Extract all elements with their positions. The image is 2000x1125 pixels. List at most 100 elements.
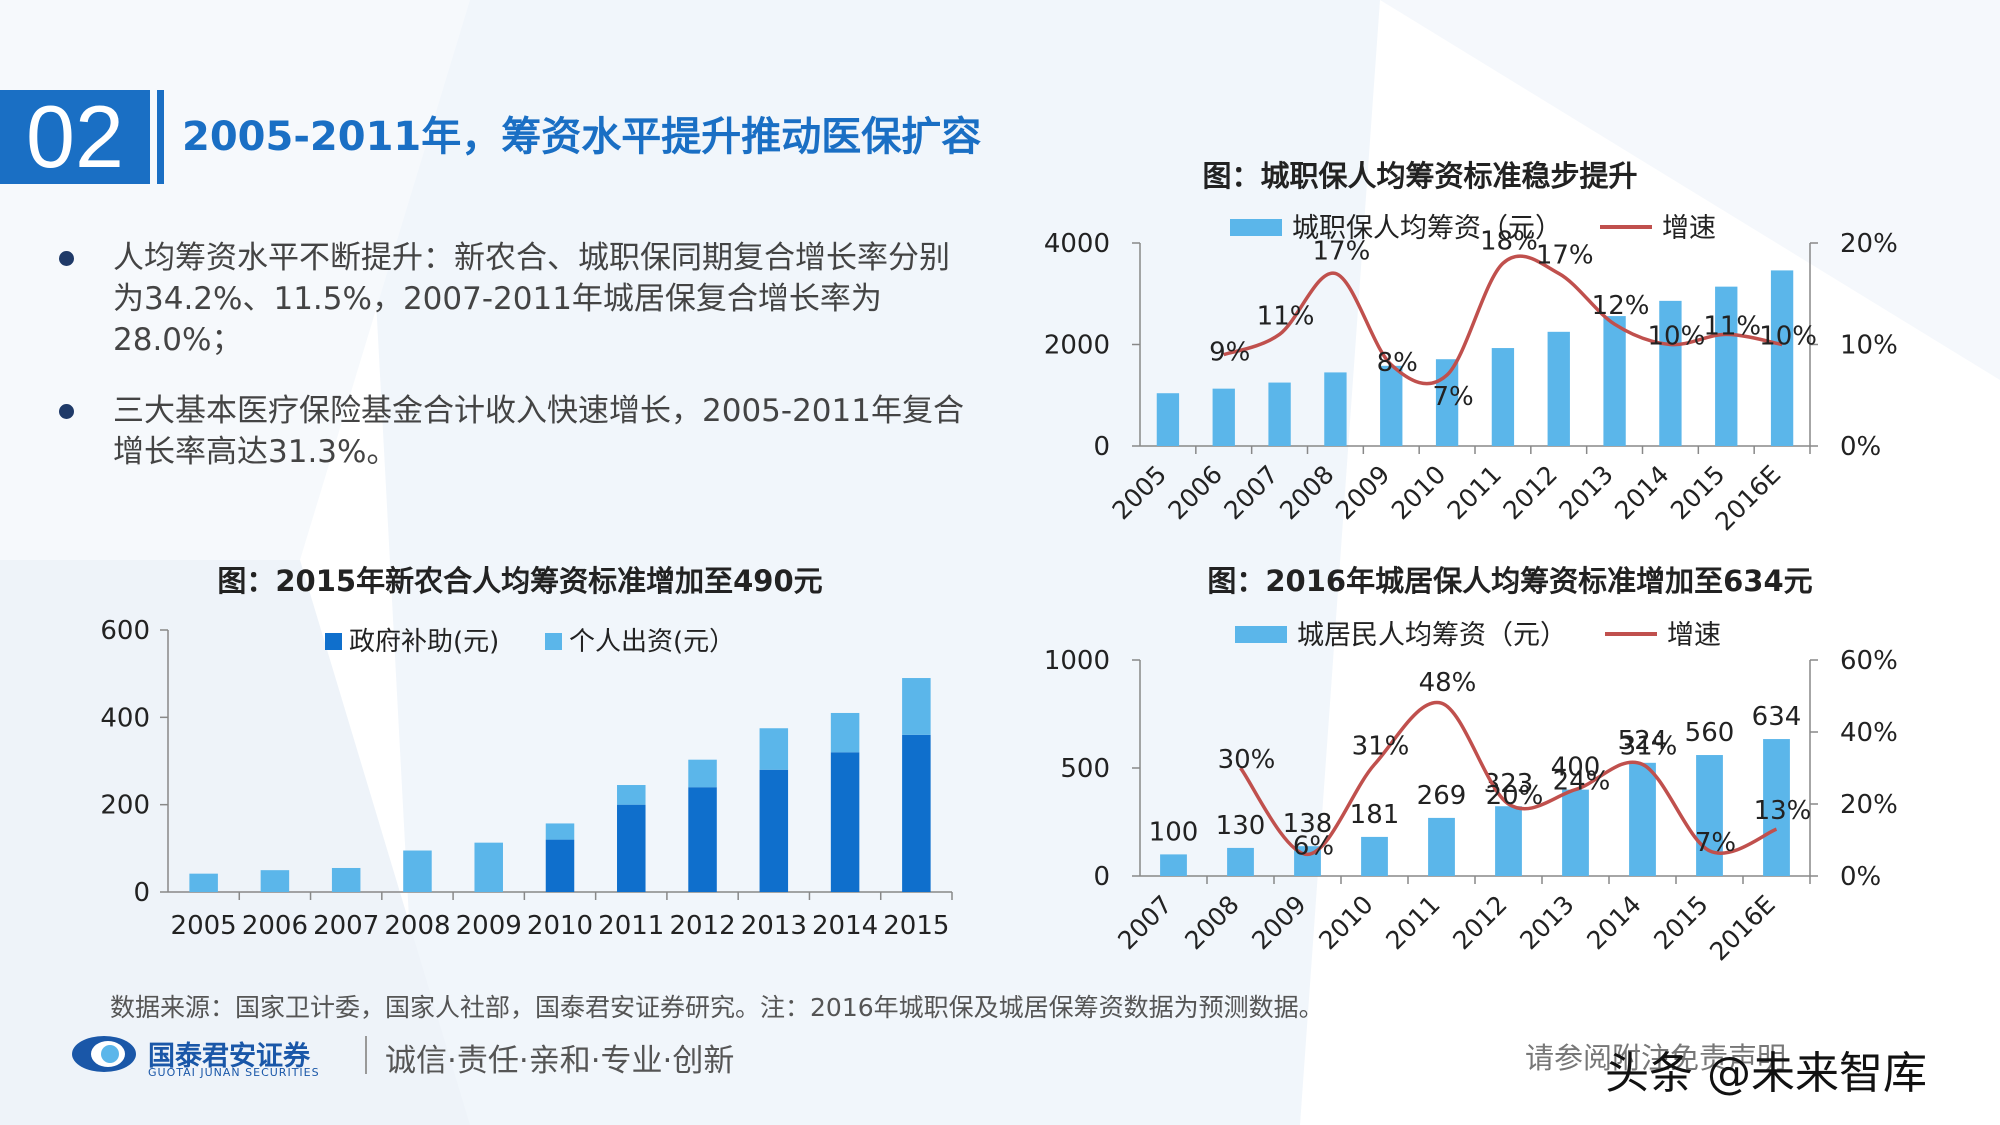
footer-divider (365, 1036, 367, 1074)
bar-funding (1491, 348, 1515, 446)
y-tick-label: 1000 (1044, 646, 1110, 676)
bar-data-label: 130 (1216, 811, 1266, 841)
line-data-label: 30% (1218, 745, 1276, 775)
x-tick-label: 2010 (1386, 460, 1451, 525)
bar-funding (1770, 270, 1794, 446)
chart-title-uebmi: 图：城职保人均筹资标准稳步提升 (1202, 159, 1638, 193)
x-tick-label: 2014 (1609, 460, 1674, 525)
bar-data-label: 524 (1618, 726, 1668, 756)
bar-personal-contribution (759, 728, 789, 770)
data-source-note: 数据来源：国家卫计委，国家人社部，国泰君安证券研究。注：2016年城职保及城居保… (110, 993, 1324, 1022)
bar-funding (1495, 806, 1522, 876)
bullet-list: 人均筹资水平不断提升：新农合、城职保同期复合增长率分别为34.2%、11.5%，… (55, 238, 965, 503)
x-tick-label: 2011 (598, 911, 664, 941)
disclaimer-note: 请参阅附注免责声明 (1525, 1041, 1787, 1075)
x-tick-label: 2013 (741, 911, 807, 941)
y-tick-label: 0 (1093, 432, 1110, 462)
line-data-label: 11% (1703, 311, 1761, 341)
y2-tick-label: 10% (1840, 331, 1898, 361)
y2-tick-label: 0% (1840, 862, 1881, 892)
watermark: 头条 @未来智库 (1605, 1048, 1927, 1099)
bullet-item: 三大基本医疗保险基金合计收入快速增长，2005-2011年复合增长率高达31.3… (55, 391, 965, 473)
x-tick-label: 2009 (1330, 460, 1395, 525)
x-tick-label: 2007 (1218, 460, 1283, 525)
y-tick-label: 400 (100, 703, 150, 733)
bar-government-subsidy (759, 769, 789, 892)
bar-funding (1227, 847, 1254, 876)
x-tick-label: 2008 (384, 911, 450, 941)
x-tick-label: 2008 (1274, 460, 1339, 525)
bar-funding (1380, 365, 1403, 446)
x-tick-label: 2006 (242, 911, 308, 941)
x-tick-label: 2008 (1179, 890, 1244, 955)
x-tick-label: 2007 (1112, 890, 1177, 955)
bar-personal-contribution (545, 823, 575, 840)
x-tick-label: 2005 (1107, 460, 1172, 525)
bar-funding (1629, 762, 1656, 876)
bar-government-subsidy (617, 804, 646, 892)
bar-data-label: 560 (1685, 718, 1735, 748)
y-tick-label: 500 (1060, 754, 1110, 784)
x-tick-label: 2009 (1246, 890, 1311, 955)
line-data-label: 20% (1486, 781, 1544, 811)
bar-funding (1763, 739, 1790, 876)
x-tick-label: 2014 (1581, 890, 1646, 955)
y2-tick-label: 40% (1840, 718, 1898, 748)
x-tick-label: 2013 (1514, 890, 1579, 955)
bar-personal-contribution (403, 850, 432, 892)
chart-title-urbmi: 图：2016年城居保人均筹资标准增加至634元 (1207, 564, 1813, 598)
bar-data-label: 100 (1149, 817, 1199, 847)
chart-urbmi: 0 500 1000 0% 20% 40% 60% 100 2007 130 2008 138 2009… (1044, 620, 1898, 967)
growth-rate-line (1223, 254, 1783, 386)
legend-label-funding: 城居民人均筹资（元） (1297, 620, 1567, 651)
bar-government-subsidy (902, 734, 931, 892)
bar-funding (1562, 789, 1589, 876)
y-tick-label: 0 (1093, 862, 1110, 892)
x-tick-label: 2011 (1380, 890, 1445, 955)
y-tick-label: 4000 (1044, 229, 1110, 259)
bar-data-label: 181 (1350, 800, 1400, 830)
line-data-label: 7% (1695, 828, 1736, 858)
line-data-label: 8% (1377, 348, 1418, 378)
line-data-label: 6% (1293, 831, 1334, 861)
x-tick-label: 2006 (1162, 460, 1227, 525)
page-title: 2005-2011年，筹资水平提升推动医保扩容 (182, 114, 982, 160)
x-tick-label: 2010 (1313, 890, 1378, 955)
line-data-label: 17% (1313, 236, 1371, 266)
chart-uebmi: 0200040000%10%20%20052006200720082009201… (1044, 213, 1898, 536)
line-data-label: 12% (1592, 291, 1650, 321)
x-tick-label: 2016E (1704, 890, 1781, 967)
y-tick-label: 0 (133, 878, 150, 908)
bar-funding (1324, 372, 1347, 446)
legend-label-personal: 个人出资(元） (569, 627, 735, 657)
bullet-dot-icon (59, 251, 74, 266)
legend-swatch-personal (545, 633, 562, 650)
y-tick-label: 200 (100, 791, 150, 821)
x-tick-label: 2010 (527, 911, 593, 941)
bar-personal-contribution (830, 712, 860, 753)
company-name: 国泰君安证券 (148, 1041, 310, 1072)
chart-title-ncms: 图：2015年新农合人均筹资标准增加至490元 (217, 564, 823, 598)
bar-data-label: 269 (1417, 781, 1467, 811)
bar-funding (1696, 755, 1723, 876)
bullet-text: 三大基本医疗保险基金合计收入快速增长，2005-2011年复合增长率高达31.3… (113, 393, 964, 470)
line-data-label: 13% (1754, 796, 1812, 826)
bar-personal-contribution (617, 785, 646, 805)
line-data-label: 48% (1419, 668, 1477, 698)
bullet-dot-icon (59, 404, 74, 419)
line-data-label: 18% (1480, 226, 1538, 256)
bar-funding (1156, 393, 1180, 446)
bar-personal-contribution (331, 867, 361, 892)
y2-tick-label: 20% (1840, 229, 1898, 259)
bar-personal-contribution (902, 678, 931, 735)
y-tick-label: 600 (100, 616, 150, 646)
bar-government-subsidy (545, 839, 575, 892)
bar-funding (1212, 388, 1235, 446)
bar-data-label: 634 (1752, 702, 1802, 732)
growth-rate-line (1239, 700, 1778, 857)
company-slogan: 诚信·责任·亲和·专业·创新 (385, 1043, 735, 1079)
bar-funding (1428, 817, 1455, 876)
line-data-label: 10% (1759, 322, 1817, 352)
x-tick-label: 2012 (669, 911, 735, 941)
bar-funding (1603, 316, 1626, 446)
